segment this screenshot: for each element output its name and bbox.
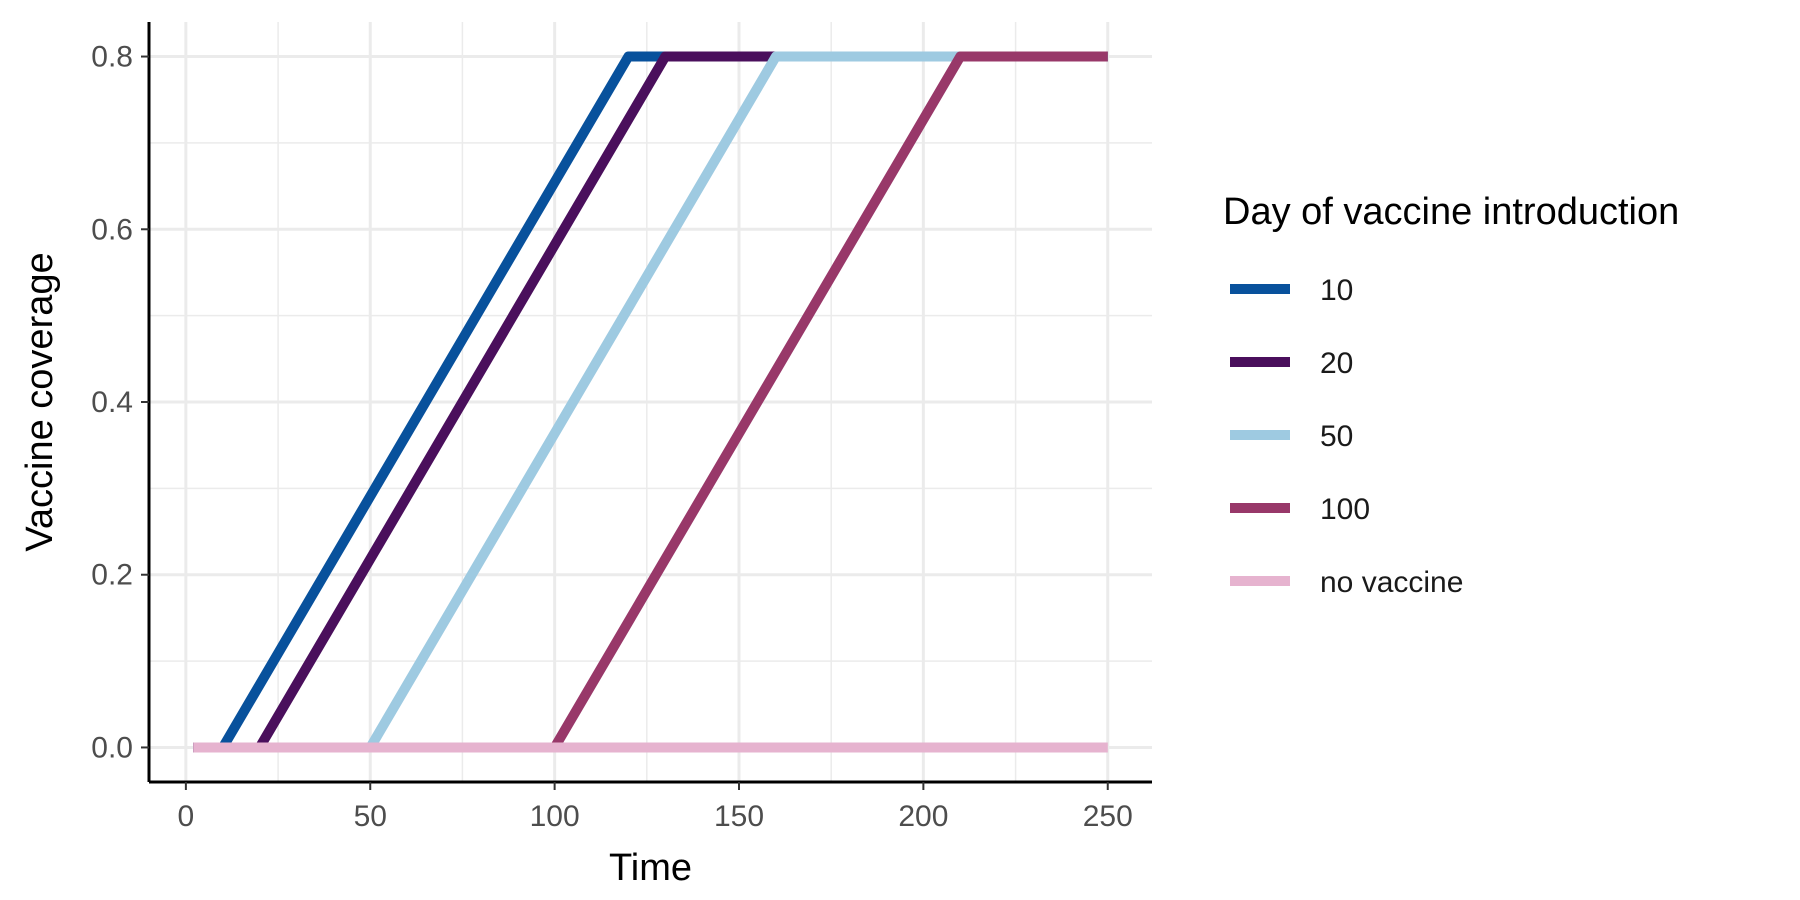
y-tick-label: 0.2 (91, 559, 133, 592)
x-tick-label: 50 (354, 800, 387, 833)
legend-label: 20 (1320, 347, 1353, 380)
legend-label: 50 (1320, 420, 1353, 453)
x-tick-label: 150 (714, 800, 764, 833)
legend-title: Day of vaccine introduction (1223, 191, 1679, 233)
series-lines (193, 51, 1108, 753)
x-axis-title: Time (609, 847, 692, 889)
y-axis-title: Vaccine coverage (19, 252, 61, 551)
legend-items: 10 20 50 100 no vaccine (1230, 274, 1463, 599)
x-tick-label: 200 (898, 800, 948, 833)
x-tick-label: 100 (530, 800, 580, 833)
y-tick-label: 0.0 (91, 731, 133, 764)
legend-label: no vaccine (1320, 566, 1463, 599)
y-tick-label: 0.6 (91, 213, 133, 246)
tick-labels: 0 50 100 150 200 250 0.0 0.2 0.4 0.6 0.8 (91, 41, 1133, 833)
legend: Day of vaccine introduction 10 20 50 100 no … (1223, 191, 1679, 599)
x-tick-label: 0 (178, 800, 195, 833)
y-tick-label: 0.8 (91, 41, 133, 74)
x-tick-label: 250 (1083, 800, 1133, 833)
y-tick-label: 0.4 (91, 386, 133, 419)
legend-label: 100 (1320, 493, 1370, 526)
grid (149, 22, 1152, 782)
legend-label: 10 (1320, 274, 1353, 307)
